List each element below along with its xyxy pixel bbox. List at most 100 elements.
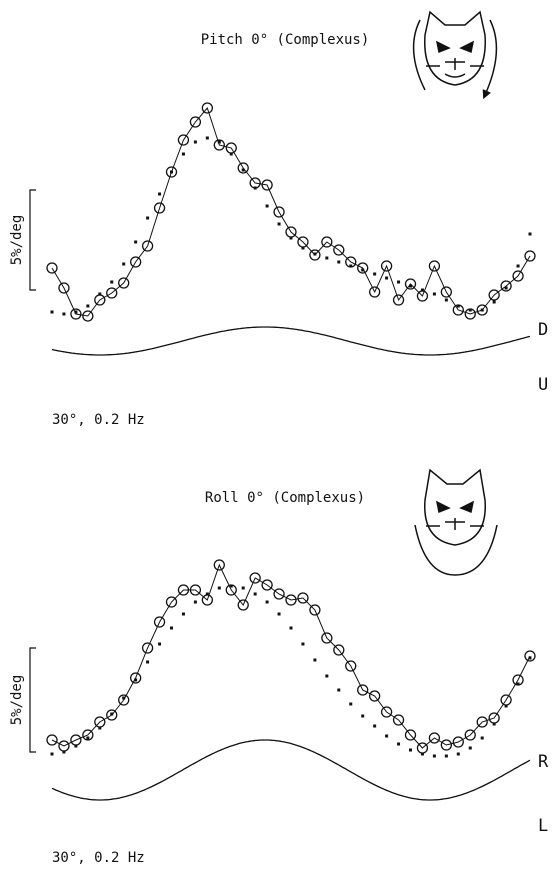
fit-dot bbox=[218, 141, 221, 144]
fit-dot bbox=[86, 305, 89, 308]
scale-label: 5%/deg bbox=[9, 675, 25, 726]
fit-dot bbox=[349, 703, 352, 706]
stimulus-label: 30°, 0.2 Hz bbox=[52, 850, 145, 866]
fit-dot bbox=[445, 755, 448, 758]
fit-dot bbox=[278, 223, 281, 226]
fit-dot bbox=[517, 265, 520, 268]
fit-dot bbox=[385, 735, 388, 738]
direction-label: D bbox=[538, 320, 548, 340]
fit-dot bbox=[421, 289, 424, 292]
fit-dot bbox=[493, 301, 496, 304]
fit-dot bbox=[230, 153, 233, 156]
fit-dot bbox=[146, 661, 149, 664]
cat-pitch-icon bbox=[414, 12, 497, 95]
fit-dot bbox=[409, 285, 412, 288]
fit-dot bbox=[134, 679, 137, 682]
fit-dot bbox=[206, 137, 209, 140]
fit-dot bbox=[301, 643, 304, 646]
fit-dot bbox=[206, 593, 209, 596]
fit-dot bbox=[469, 747, 472, 750]
fit-dot bbox=[325, 257, 328, 260]
fit-dot bbox=[51, 311, 54, 314]
fit-dot bbox=[86, 737, 89, 740]
fit-dot bbox=[254, 187, 257, 190]
fit-dot bbox=[62, 751, 65, 754]
fit-dot bbox=[457, 305, 460, 308]
direction-label: L bbox=[538, 816, 548, 836]
fit-dot bbox=[170, 171, 173, 174]
fit-dot bbox=[278, 613, 281, 616]
fit-dot bbox=[361, 269, 364, 272]
fit-dot bbox=[373, 273, 376, 276]
fit-dot bbox=[170, 627, 173, 630]
fit-dot bbox=[313, 253, 316, 256]
scale-bar bbox=[30, 190, 36, 290]
fit-dot bbox=[397, 743, 400, 746]
fit-dot bbox=[134, 241, 137, 244]
fit-dot bbox=[194, 141, 197, 144]
fit-dot bbox=[505, 705, 508, 708]
direction-label: U bbox=[538, 375, 548, 395]
fit-dot bbox=[51, 753, 54, 756]
fit-dot bbox=[529, 233, 532, 236]
fit-dot bbox=[98, 727, 101, 730]
fit-dot bbox=[182, 613, 185, 616]
fit-dot bbox=[146, 217, 149, 220]
fit-dot bbox=[74, 745, 77, 748]
fit-dot bbox=[337, 261, 340, 264]
fit-dot bbox=[74, 311, 77, 314]
fit-dot bbox=[242, 169, 245, 172]
fit-dot bbox=[433, 755, 436, 758]
fit-dot bbox=[385, 277, 388, 280]
fit-dot bbox=[182, 153, 185, 156]
fit-dot bbox=[517, 683, 520, 686]
fit-dot bbox=[290, 237, 293, 240]
fit-dot bbox=[122, 263, 125, 266]
fit-dot bbox=[361, 715, 364, 718]
stimulus-trace bbox=[52, 740, 530, 800]
stimulus-label: 30°, 0.2 Hz bbox=[52, 412, 145, 428]
fit-dot bbox=[529, 657, 532, 660]
panel-title: Roll 0° (Complexus) bbox=[205, 490, 365, 506]
fit-dot bbox=[62, 313, 65, 316]
panel-title: Pitch 0° (Complexus) bbox=[201, 32, 370, 48]
fit-dot bbox=[505, 287, 508, 290]
fit-dot bbox=[122, 697, 125, 700]
fit-dot bbox=[481, 737, 484, 740]
fit-dot bbox=[98, 293, 101, 296]
fit-dot bbox=[421, 753, 424, 756]
fit-dot bbox=[158, 643, 161, 646]
fit-dot bbox=[158, 193, 161, 196]
fit-dot bbox=[433, 293, 436, 296]
direction-label: R bbox=[538, 752, 549, 772]
fit-dot bbox=[313, 659, 316, 662]
fit-dot bbox=[397, 281, 400, 284]
scale-bar bbox=[30, 648, 36, 752]
fit-dot bbox=[349, 265, 352, 268]
fit-dot bbox=[481, 309, 484, 312]
scale-label: 5%/deg bbox=[9, 215, 25, 266]
response-line bbox=[52, 108, 530, 316]
fit-dot bbox=[325, 675, 328, 678]
fit-dot bbox=[218, 587, 221, 590]
stimulus-trace bbox=[52, 327, 530, 355]
fit-dot bbox=[493, 723, 496, 726]
fit-dot bbox=[373, 725, 376, 728]
fit-dot bbox=[301, 247, 304, 250]
fit-dot bbox=[242, 587, 245, 590]
fit-dot bbox=[337, 689, 340, 692]
fit-dot bbox=[254, 593, 257, 596]
cat-roll-icon bbox=[415, 470, 497, 575]
fit-dot bbox=[469, 309, 472, 312]
fit-dot bbox=[194, 601, 197, 604]
fit-dot bbox=[445, 299, 448, 302]
response-line bbox=[52, 565, 530, 748]
fit-dot bbox=[266, 601, 269, 604]
fit-dot bbox=[110, 713, 113, 716]
fit-dot bbox=[409, 749, 412, 752]
figure: Pitch 0° (Complexus) 5%/deg D U 30°, 0.2 Hz R… bbox=[0, 0, 553, 871]
fit-dot bbox=[457, 753, 460, 756]
fit-dot bbox=[266, 205, 269, 208]
fit-dot bbox=[230, 585, 233, 588]
fit-dot bbox=[110, 281, 113, 284]
